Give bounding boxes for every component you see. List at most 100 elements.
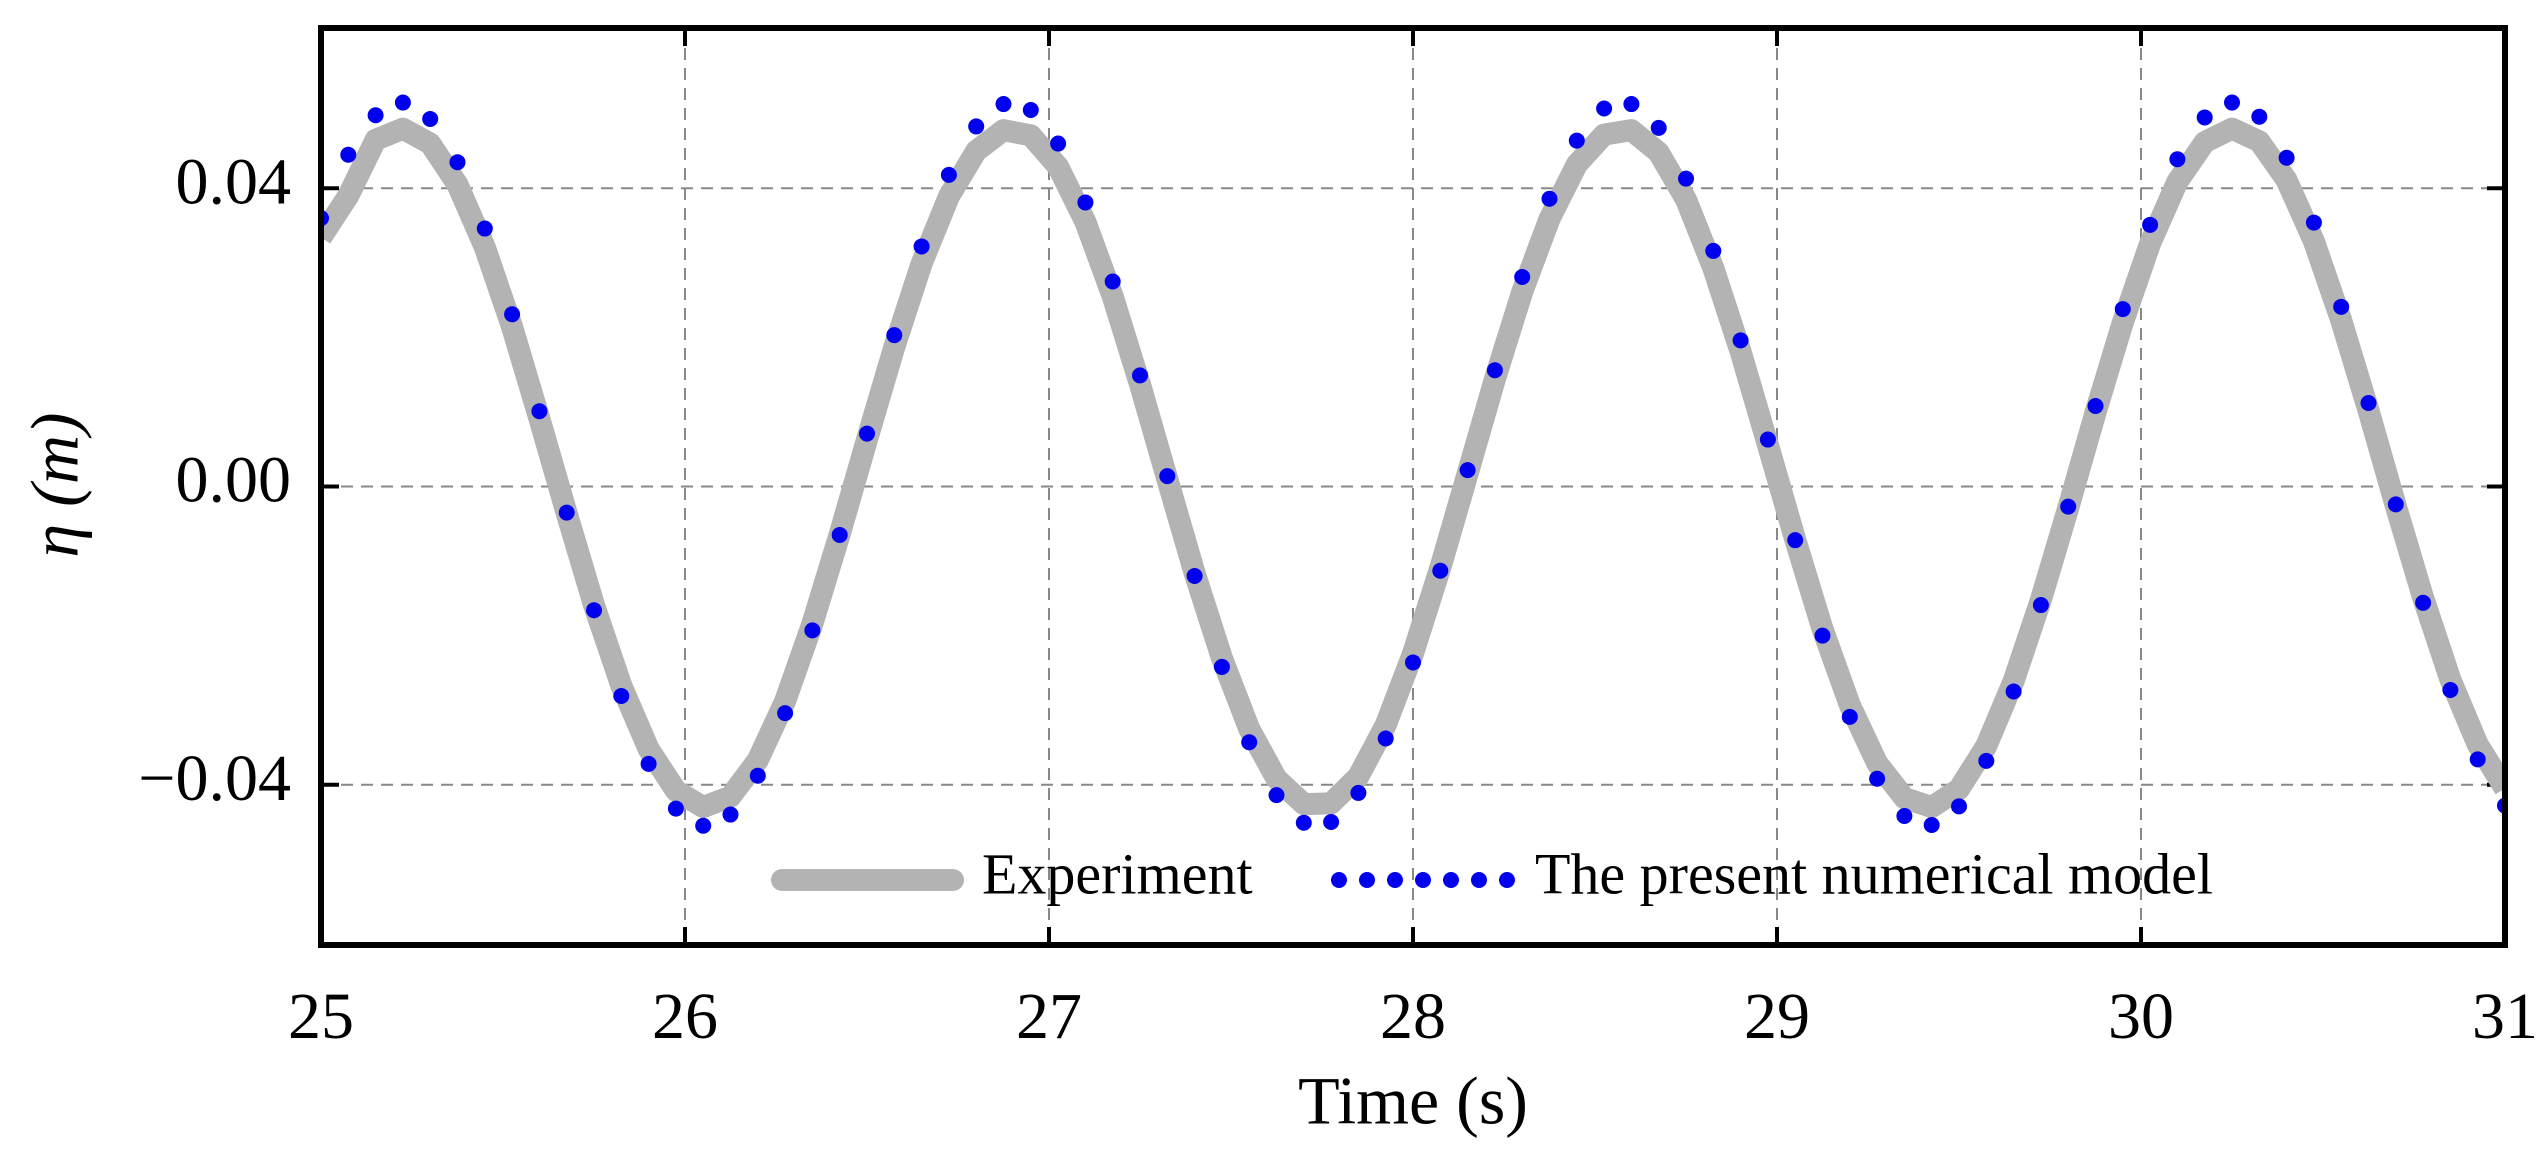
data-point	[2305, 214, 2322, 231]
data-point	[2032, 597, 2049, 614]
data-point	[995, 96, 1012, 113]
data-point	[1405, 654, 1421, 671]
data-point	[1923, 816, 1940, 833]
data-point	[1623, 96, 1640, 113]
data-point	[2005, 683, 2022, 700]
data-point	[1759, 431, 1776, 448]
data-point	[2415, 594, 2432, 611]
data-point	[367, 107, 384, 124]
data-point	[1432, 562, 1449, 579]
data-point	[2224, 94, 2240, 111]
data-point	[2333, 298, 2350, 315]
x-tick-label: 29	[1744, 980, 1810, 1053]
plot-frame	[318, 25, 2508, 948]
data-point	[1241, 734, 1258, 751]
data-point	[886, 327, 903, 344]
data-point	[1650, 119, 1667, 136]
data-point	[804, 622, 821, 639]
data-point	[1787, 532, 1804, 549]
x-tick-label: 27	[1016, 980, 1082, 1053]
data-point	[1323, 813, 1340, 830]
data-point	[1486, 362, 1503, 379]
data-point	[1104, 273, 1121, 290]
data-point	[2251, 108, 2268, 125]
data-point	[558, 504, 575, 521]
data-point	[340, 146, 357, 163]
legend-marker	[1359, 872, 1375, 888]
data-point	[1213, 658, 1230, 675]
data-point	[1514, 269, 1531, 286]
data-point	[2169, 151, 2186, 168]
data-line	[321, 117, 2505, 819]
data-point	[695, 817, 712, 834]
data-point	[1268, 787, 1285, 804]
data-point	[2278, 149, 2295, 166]
data-point	[422, 110, 439, 127]
plot	[321, 94, 2505, 834]
legend-marker	[1499, 872, 1515, 888]
data-point	[1596, 100, 1613, 117]
data-point	[777, 705, 794, 722]
data-point	[476, 220, 493, 237]
data-point	[2360, 395, 2377, 412]
data-point	[1541, 190, 1558, 207]
data-point	[1978, 752, 1995, 769]
data-point	[1732, 332, 1749, 349]
data-point	[2060, 498, 2077, 515]
data-point	[2087, 397, 2104, 414]
data-point	[968, 118, 985, 135]
legend-marker	[1387, 872, 1403, 888]
data-point	[1295, 814, 1312, 831]
data-point	[2114, 301, 2131, 318]
data-point	[449, 154, 466, 171]
data-point	[1951, 798, 1967, 815]
data-point	[722, 806, 739, 823]
x-tick-label: 30	[2108, 980, 2174, 1053]
data-point	[1159, 468, 1176, 485]
x-axis-label: Time (s)	[1298, 1063, 1528, 1139]
data-point	[504, 306, 521, 323]
legend-marker	[1331, 872, 1347, 888]
data-point	[2387, 496, 2404, 513]
data-point	[1705, 242, 1722, 259]
data-point	[1568, 132, 1585, 149]
legend-marker	[1415, 872, 1431, 888]
legend-marker	[1443, 872, 1459, 888]
data-point	[1896, 808, 1913, 825]
x-tick-label: 31	[2472, 980, 2538, 1053]
data-point	[749, 767, 766, 784]
data-point	[667, 800, 684, 817]
data-point	[1186, 567, 1203, 584]
data-point	[913, 238, 930, 255]
data-point	[1814, 627, 1831, 644]
data-point	[1077, 194, 1094, 211]
data-point	[1022, 102, 1039, 119]
data-point	[2469, 751, 2486, 768]
legend-marker	[1471, 872, 1487, 888]
data-point	[2196, 109, 2213, 126]
data-point	[859, 425, 875, 442]
data-point	[1350, 784, 1367, 801]
x-tick-label: 25	[288, 980, 354, 1053]
data-point	[531, 403, 548, 420]
data-point	[940, 166, 957, 183]
data-point	[586, 602, 602, 619]
data-point	[1459, 462, 1476, 479]
data-point	[1678, 170, 1694, 187]
data-point	[394, 94, 411, 111]
legend-label: Experiment	[982, 841, 1253, 906]
x-tick-label: 28	[1380, 980, 1446, 1053]
legend-label: The present numerical model	[1535, 841, 2213, 906]
data-point	[2142, 216, 2159, 233]
data-point	[1132, 367, 1148, 384]
y-tick-label: −0.04	[138, 742, 291, 815]
data-point	[1050, 135, 1067, 152]
data-point	[613, 687, 630, 704]
data-point	[640, 755, 657, 772]
data-point	[1869, 770, 1886, 787]
y-axis-label: η (m)	[17, 412, 93, 557]
data-point	[1841, 708, 1858, 725]
data-point	[1377, 730, 1394, 747]
y-tick-label: 0.04	[176, 145, 292, 218]
